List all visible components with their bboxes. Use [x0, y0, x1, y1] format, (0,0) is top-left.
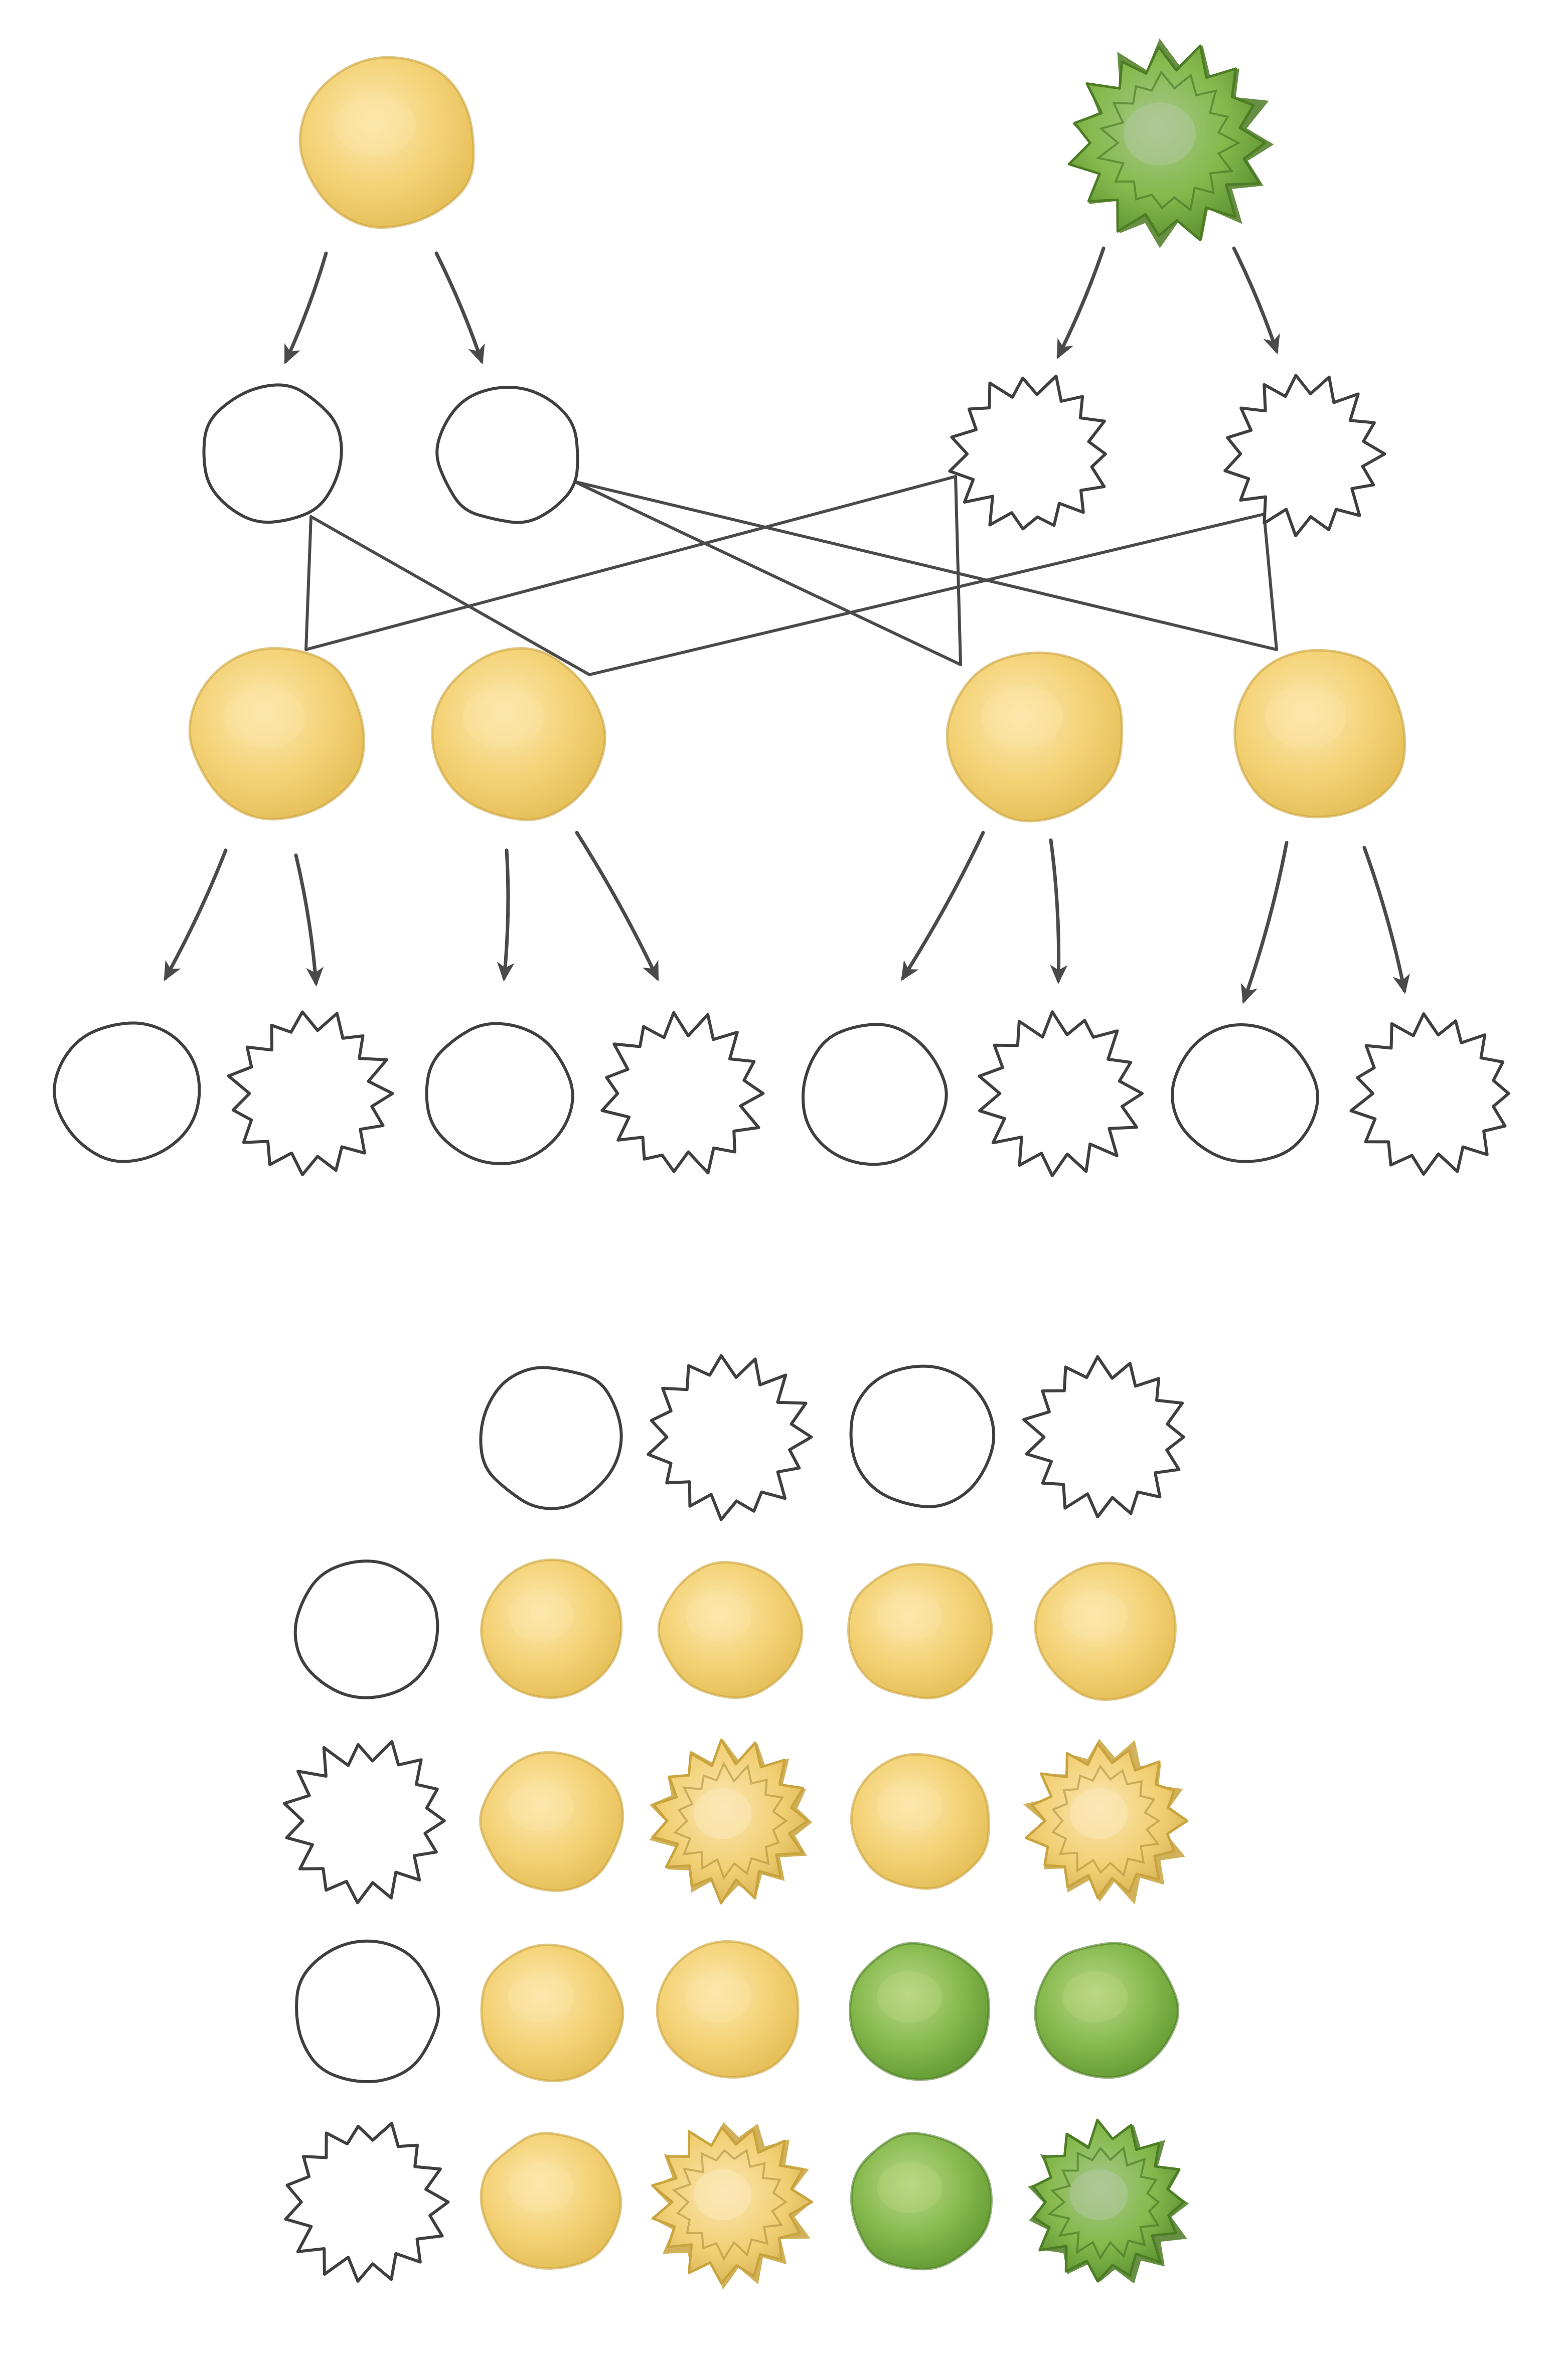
cross-line-2-1 [954, 475, 962, 666]
cross-line-2-0 [573, 480, 962, 666]
cross-line-3-0 [573, 480, 1278, 651]
parent-gamete-round-0 [202, 383, 343, 524]
f1-yellow-round-pea-3 [1233, 649, 1406, 819]
punnett-cell-2-2-green-round [849, 1942, 990, 2081]
punnett-row-gamete-wrinkled-3 [284, 2122, 450, 2283]
arrow-f1-3-gamete-0 [1240, 841, 1289, 1004]
parent-yellow-round-pea [298, 56, 475, 229]
arrow-parent2-right [1232, 246, 1280, 355]
punnett-col-gamete-round-2 [849, 1364, 996, 1508]
arrows [164, 246, 1410, 1004]
punnett-cell-0-1-yellow-round [657, 1561, 804, 1699]
punnett-cell-0-0-yellow-round [480, 1558, 623, 1699]
parent-gamete-wrinkled-3 [1223, 374, 1386, 537]
punnett-row-gamete-round-2 [295, 1939, 440, 2084]
arrow-f1-3-gamete-1 [1362, 846, 1410, 994]
punnett-row-gamete-wrinkled-1 [282, 1740, 446, 1905]
cross-lines [304, 475, 1278, 676]
punnett-cell-3-1-yellow-wrinkled [651, 2122, 813, 2290]
f1-gamete-wrinkled-7 [1349, 1012, 1510, 1176]
arrow-parent1-left [284, 251, 328, 365]
f1-gamete-round-6 [1171, 1023, 1319, 1163]
punnett-cell-2-0-yellow-round [480, 1943, 624, 2083]
punnett-cell-3-2-green-round [850, 2132, 993, 2271]
f1-gamete-round-0 [53, 1021, 201, 1163]
arrow-f1-2-gamete-1 [1049, 838, 1068, 984]
punnett-cell-3-0-yellow-round [480, 2132, 622, 2270]
f1-gamete-round-2 [425, 1022, 574, 1165]
punnett-col-gamete-wrinkled-1 [647, 1354, 813, 1521]
cross-line-3-1 [1263, 513, 1278, 651]
f1-yellow-round-pea-1 [431, 647, 606, 821]
parent-gamete-wrinkled-2 [948, 374, 1107, 531]
arrow-parent1-right [434, 251, 485, 365]
arrow-f1-1-gamete-0 [497, 848, 515, 982]
arrow-f1-0-gamete-1 [294, 853, 324, 987]
f1-gamete-wrinkled-3 [600, 1011, 765, 1175]
f1-yellow-round-pea-0 [188, 647, 366, 821]
f1-gamete-round-4 [801, 1023, 948, 1166]
punnett-cell-1-2-yellow-round [850, 1753, 990, 1890]
cross-line-1-0 [309, 515, 591, 676]
punnett-col-gamete-wrinkled-3 [1022, 1355, 1185, 1518]
punnett-cell-2-1-yellow-round [656, 1940, 800, 2079]
cross-line-1-1 [588, 513, 1266, 676]
punnett-cell-1-0-yellow-round [479, 1751, 624, 1892]
punnett-cell-1-1-yellow-wrinkled [649, 1739, 813, 1905]
punnett-cell-0-2-yellow-round [847, 1562, 993, 1699]
punnett-cell-1-3-yellow-wrinkled [1023, 1739, 1189, 1905]
pea-nodes [53, 38, 1510, 2290]
cross-line-0-1 [304, 475, 957, 651]
punnett-cell-2-3-green-round [1034, 1942, 1180, 2079]
punnett-col-gamete-round-0 [479, 1366, 623, 1510]
parent-gamete-round-1 [435, 386, 579, 524]
punnett-row-gamete-round-0 [293, 1559, 439, 1699]
punnett-cell-0-3-yellow-round [1034, 1561, 1177, 1701]
f1-yellow-round-pea-2 [946, 651, 1124, 823]
f1-gamete-wrinkled-1 [227, 1010, 394, 1176]
arrow-f1-1-gamete-1 [575, 831, 659, 982]
arrow-f1-0-gamete-0 [164, 848, 228, 982]
punnett-cell-3-3-green-wrinkled [1027, 2118, 1189, 2284]
parent-green-wrinkled-pea [1067, 38, 1274, 248]
arrow-f1-2-gamete-0 [901, 831, 985, 981]
arrow-parent2-left [1056, 246, 1106, 360]
f1-gamete-wrinkled-5 [978, 1010, 1144, 1178]
cross-line-0-0 [304, 515, 312, 651]
